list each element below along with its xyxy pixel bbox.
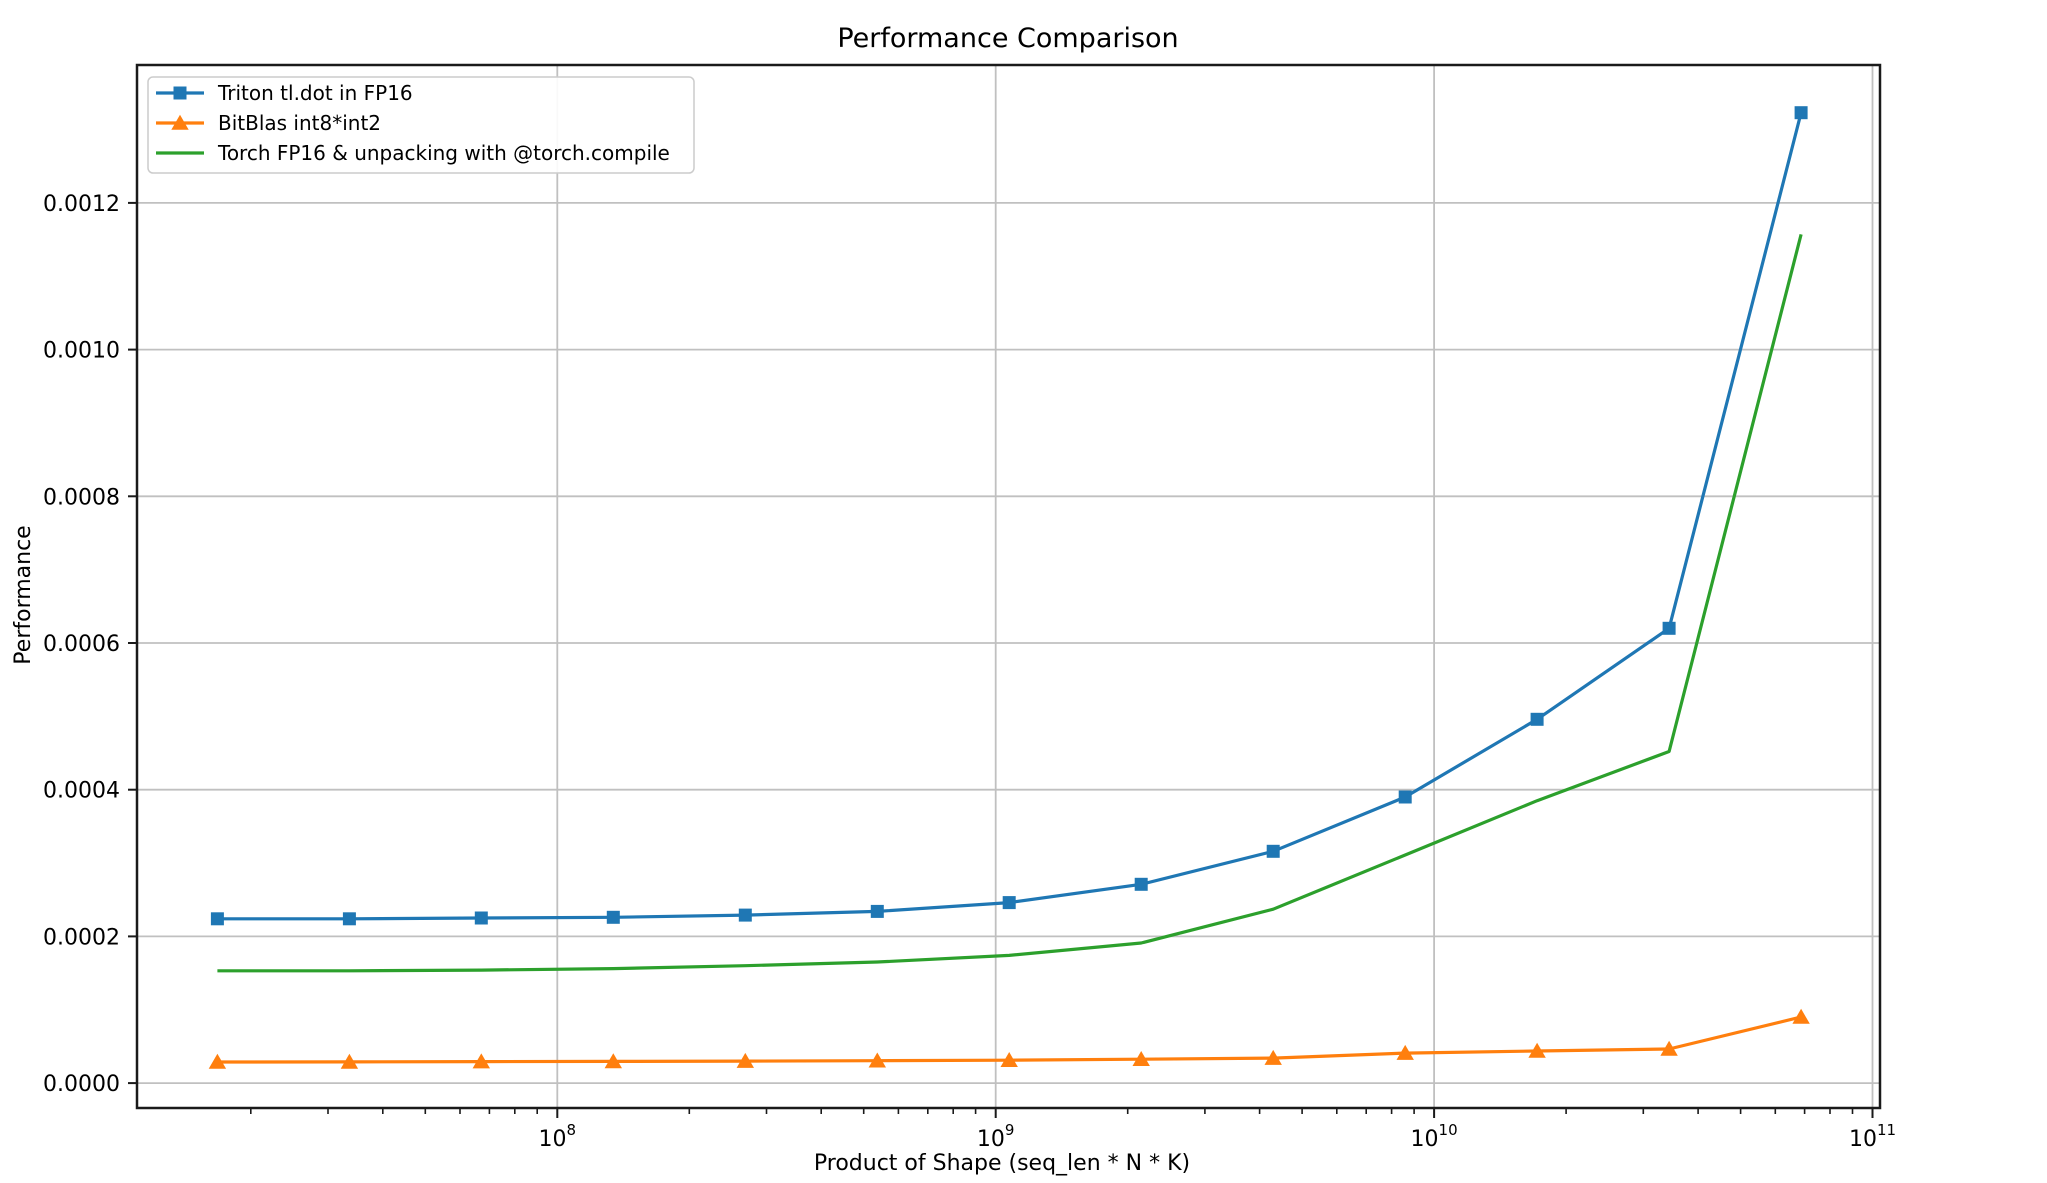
legend: Triton tl.dot in FP16 BitBlas int8*int2 To… [147,76,695,174]
chart-title: Performance Comparison [837,23,1178,54]
series-line-0 [217,112,1803,921]
data-point-marker [738,908,752,922]
x-tick-label: 109 [977,1121,1015,1152]
data-point-marker [1662,621,1676,635]
data-point-marker [340,1053,359,1069]
data-point-marker [1530,712,1544,726]
y-tick-label: 0.0000 [43,1072,120,1097]
axis-layer: 0.0000 0.0002 0.0004 0.0006 0.0008 0.0010 0.00… [43,63,1896,1152]
y-tick-label: 0.0002 [43,925,120,950]
data-point-marker [1528,1042,1546,1058]
data-point-marker [474,911,488,925]
data-point-marker [1794,106,1808,120]
data-point-marker [868,1052,886,1068]
data-point-marker [604,1053,622,1069]
y-tick-label: 0.0006 [43,632,120,657]
data-point-marker [606,910,620,924]
legend-sample-marker [171,114,189,130]
y-tick-label: 0.0004 [43,779,120,804]
legend-box [147,76,695,174]
data-point-marker [210,912,224,926]
data-point-marker [1398,790,1412,804]
data-point-marker [870,904,884,918]
data-point-marker [1396,1044,1414,1060]
data-point-marker [1266,844,1280,858]
data-point-marker [1660,1040,1678,1056]
grid-layer [137,65,1880,1108]
y-tick-label: 0.0010 [43,339,120,364]
data-point-marker [1264,1049,1282,1065]
data-point-marker [1792,1008,1810,1024]
x-tick-label: 108 [539,1121,577,1152]
data-point-marker [342,912,356,926]
data-point-marker [1000,1052,1018,1067]
y-axis-label: Performance [11,525,36,664]
series-line-2 [217,234,1803,973]
data-point-marker [472,1053,490,1069]
legend-item-label: Triton tl.dot in FP16 [217,81,413,105]
data-point-marker [1132,1051,1150,1066]
legend-sample-marker [173,86,187,100]
x-tick-label: 1010 [1411,1121,1458,1152]
y-tick-label: 0.0012 [43,192,120,217]
data-point-marker [1002,896,1016,910]
x-axis-label: Product of Shape (seq_len * N * K) [814,1151,1190,1176]
plot-border [135,63,1882,1110]
data-point-marker [208,1053,227,1069]
data-point-marker [1134,877,1148,891]
x-tick-label: 1011 [1849,1121,1896,1152]
data-point-marker [736,1052,754,1068]
y-tick-label: 0.0008 [43,485,120,510]
legend-item-label: Torch FP16 & unpacking with @torch.compi… [217,141,670,165]
series-layer [208,106,1810,1069]
legend-item-label: BitBlas int8*int2 [218,111,381,135]
